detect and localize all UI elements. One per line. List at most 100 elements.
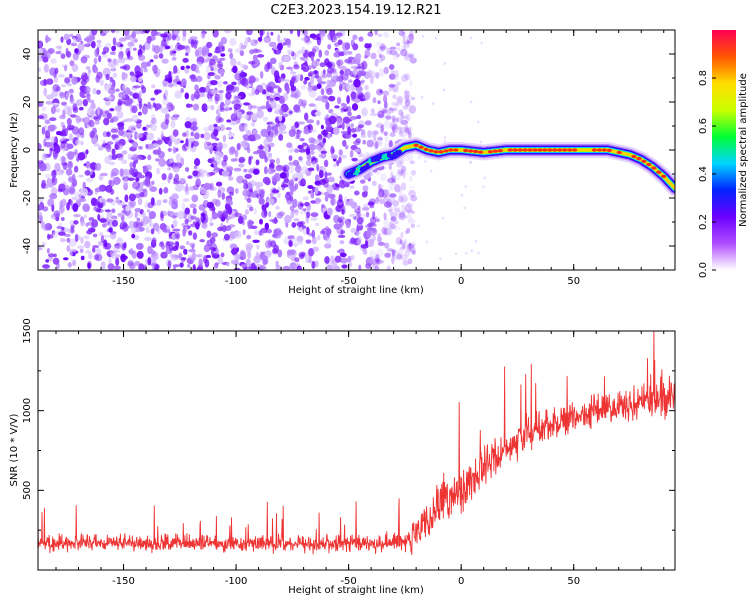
noise-blob — [336, 59, 344, 66]
noise-blob — [109, 118, 115, 123]
noise-blob — [391, 115, 396, 123]
noise-blob — [186, 65, 191, 69]
noise-blob — [217, 61, 224, 70]
noise-blob — [182, 227, 186, 237]
noise-blob — [252, 112, 258, 121]
noise-blob — [147, 154, 152, 161]
noise-blob — [173, 30, 180, 36]
noise-blob — [59, 205, 65, 213]
noise-blob — [226, 186, 235, 194]
noise-blob — [73, 214, 81, 218]
noise-blob — [276, 49, 281, 55]
noise-blob — [400, 231, 404, 239]
noise-blob — [300, 178, 306, 187]
noise-blob — [257, 54, 265, 58]
noise-blob — [290, 145, 294, 153]
noise-blob — [120, 255, 128, 260]
noise-blob — [147, 257, 152, 266]
noise-blob — [108, 219, 113, 223]
signal-peak — [641, 159, 647, 163]
noise-blob — [340, 130, 349, 135]
noise-speck — [424, 160, 427, 163]
noise-blob — [38, 204, 43, 211]
noise-blob — [239, 250, 247, 260]
noise-blob — [200, 32, 206, 40]
noise-blob — [353, 78, 361, 88]
noise-blob — [80, 187, 89, 197]
noise-blob — [206, 105, 211, 109]
noise-blob — [326, 228, 331, 238]
noise-blob — [185, 183, 189, 192]
noise-blob — [409, 160, 415, 164]
noise-blob — [118, 138, 126, 147]
noise-blob — [402, 197, 410, 201]
noise-blob — [135, 242, 144, 250]
noise-blob — [405, 113, 411, 121]
noise-speck — [443, 62, 447, 65]
noise-blob — [347, 51, 353, 55]
noise-blob — [400, 48, 408, 57]
noise-blob — [236, 175, 244, 184]
noise-blob — [367, 130, 372, 138]
noise-speck — [399, 134, 402, 137]
noise-blob — [353, 140, 361, 146]
noise-blob — [65, 91, 70, 99]
noise-blob — [375, 196, 380, 205]
noise-blob — [292, 159, 300, 167]
noise-blob — [171, 193, 179, 200]
noise-blob — [366, 229, 372, 239]
noise-blob — [202, 200, 209, 208]
noise-blob — [395, 236, 403, 245]
noise-blob — [356, 216, 364, 225]
noise-blob — [80, 140, 84, 146]
noise-blob — [320, 124, 324, 130]
noise-blob — [206, 201, 214, 209]
noise-blob — [250, 262, 256, 270]
noise-blob — [38, 67, 42, 72]
snr-ytick-label: 500 — [22, 481, 33, 500]
noise-blob — [112, 219, 118, 227]
noise-blob — [275, 164, 284, 172]
noise-blob — [94, 120, 100, 125]
noise-blob — [127, 260, 134, 267]
noise-blob — [325, 62, 333, 68]
noise-blob — [364, 84, 369, 91]
noise-blob — [137, 111, 142, 116]
noise-speck — [417, 224, 420, 228]
noise-blob — [341, 121, 345, 130]
noise-blob — [113, 265, 121, 270]
noise-blob — [64, 65, 68, 72]
noise-blob — [196, 266, 204, 270]
noise-blob — [52, 84, 60, 92]
noise-blob — [134, 261, 141, 266]
noise-blob — [120, 58, 125, 64]
noise-blob — [360, 153, 365, 158]
noise-blob — [321, 204, 325, 209]
noise-blob — [328, 115, 337, 125]
noise-blob — [348, 79, 353, 83]
noise-blob — [377, 113, 385, 119]
noise-blob — [199, 92, 205, 98]
noise-blob — [173, 148, 178, 153]
noise-blob — [411, 96, 416, 101]
noise-blob — [357, 70, 363, 77]
noise-blob — [301, 31, 306, 35]
noise-blob — [252, 54, 258, 61]
noise-blob — [164, 160, 171, 165]
noise-blob — [289, 30, 294, 35]
noise-blob — [389, 197, 396, 203]
noise-blob — [174, 184, 183, 192]
noise-blob — [71, 63, 79, 73]
noise-blob — [258, 36, 263, 43]
noise-blob — [69, 199, 73, 206]
noise-blob — [92, 198, 100, 206]
noise-blob — [400, 30, 407, 35]
noise-blob — [71, 126, 80, 135]
noise-blob — [270, 84, 277, 88]
noise-blob — [196, 178, 201, 186]
noise-blob — [294, 92, 299, 100]
noise-blob — [304, 112, 309, 121]
noise-speck — [469, 161, 472, 165]
noise-blob — [48, 256, 53, 262]
